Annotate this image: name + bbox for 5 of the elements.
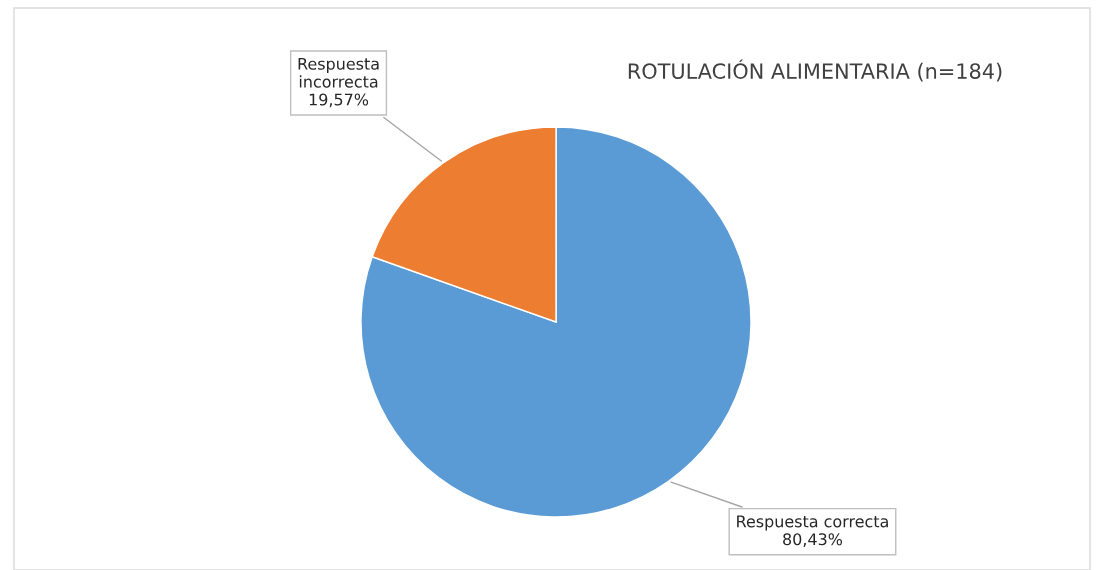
slice-label: Respuesta incorrecta [298, 57, 379, 88]
data-label: 80,43% [783, 533, 843, 547]
chart-title: ROTULACIÓN ALIMENTARIA (n=184) [628, 59, 1002, 82]
data-label: 19,57% [309, 93, 369, 108]
slice-label: Respuesta correcta [737, 515, 888, 531]
